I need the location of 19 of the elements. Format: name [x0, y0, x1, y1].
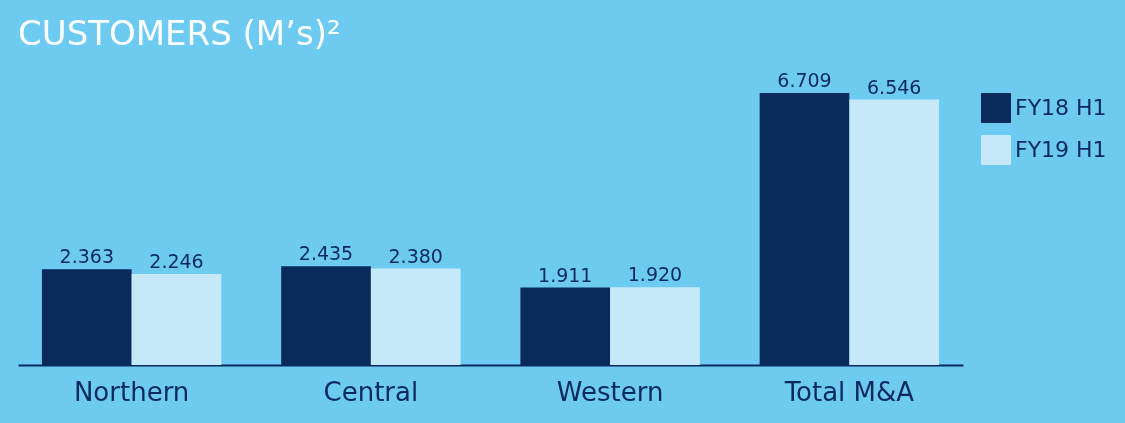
data-label: 6.546 [867, 75, 922, 98]
x-tick-label: Total M&A [783, 376, 915, 407]
data-label: 2.246 [149, 249, 204, 272]
bar [849, 99, 940, 365]
data-label: 6.709 [777, 69, 832, 91]
x-tick-label: Northern [73, 376, 190, 407]
legend-label: FY18 H1 [1015, 95, 1107, 120]
data-label: 1.911 [538, 263, 593, 286]
bar [370, 268, 461, 365]
bar [131, 273, 222, 365]
bar [610, 287, 700, 365]
data-label: 2.380 [388, 244, 443, 267]
legend-label: FY19 H1 [1015, 137, 1107, 162]
chart-title: CUSTOMERS (M’s)² [18, 13, 341, 53]
data-label: 2.363 [59, 245, 114, 268]
x-tick-label: Western [556, 376, 664, 407]
x-tick-label: Central [323, 376, 419, 407]
data-label: 2.435 [298, 242, 354, 265]
data-label: 1.920 [627, 263, 683, 286]
